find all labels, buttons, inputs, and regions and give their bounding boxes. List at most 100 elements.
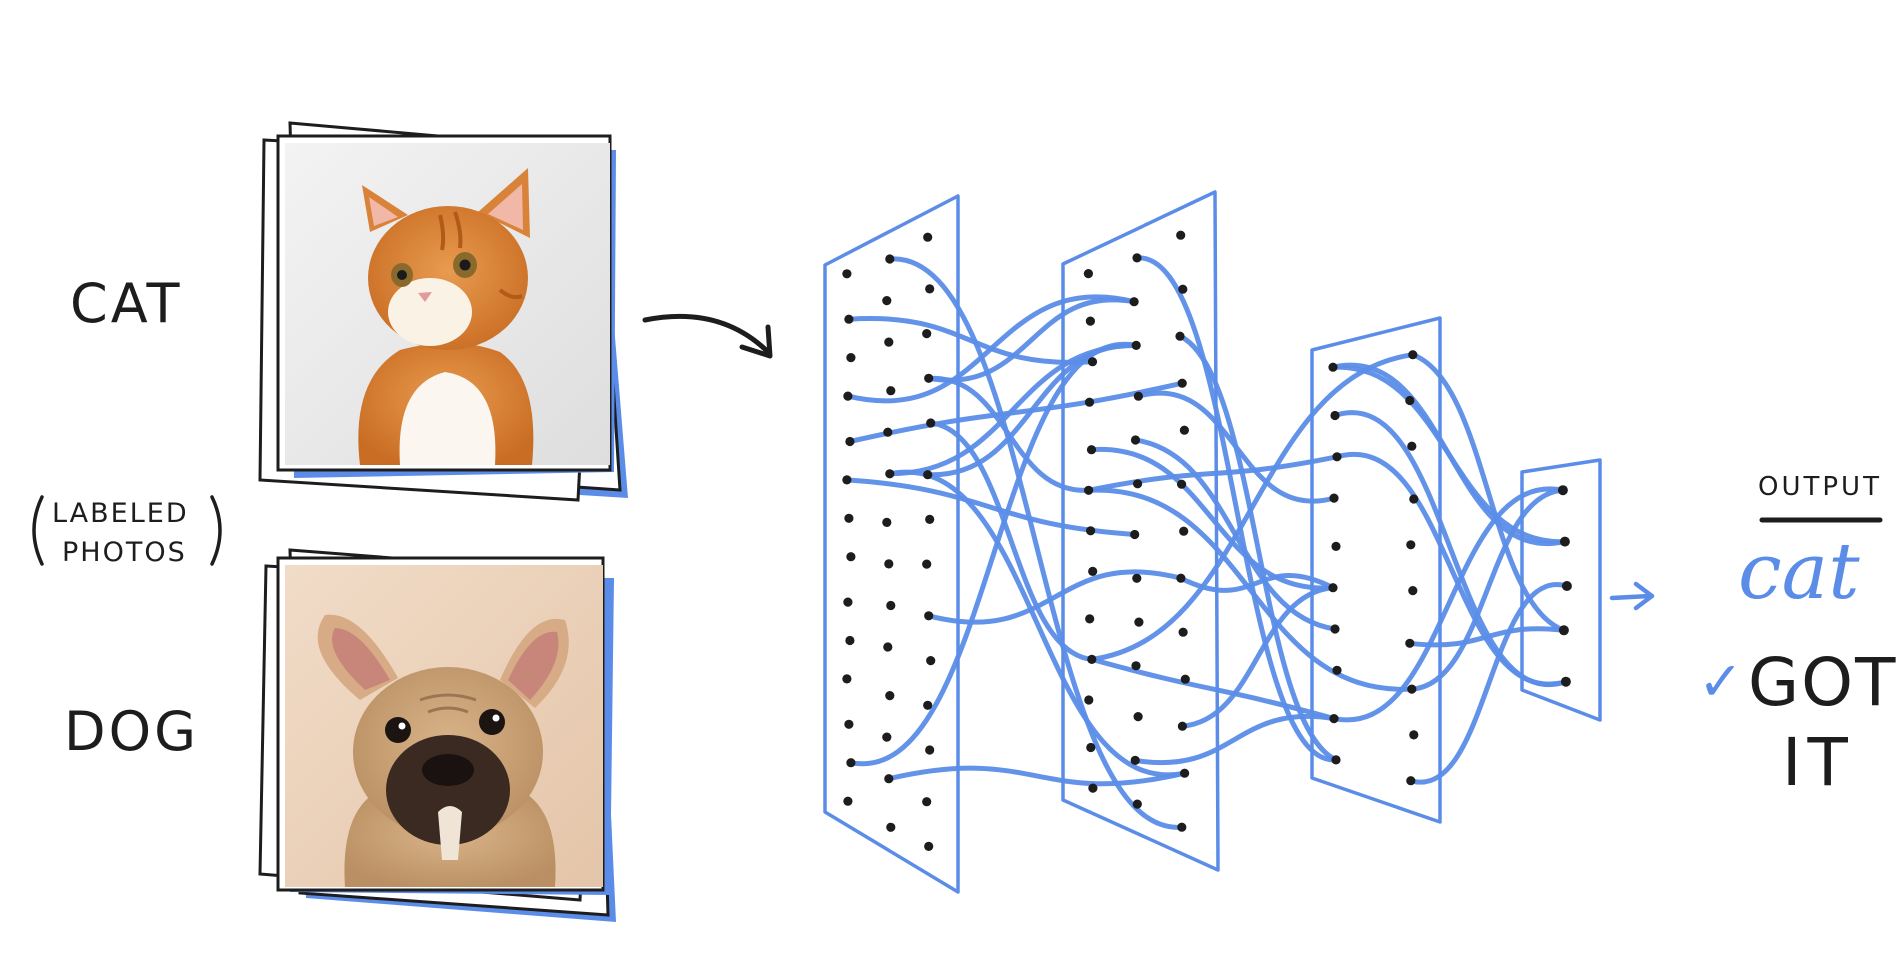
neuron-dot [1133, 712, 1143, 722]
neuron-dot [1330, 410, 1340, 421]
neuron-dot [845, 635, 855, 646]
hidden-layer-1-panel [1061, 190, 1220, 872]
neuron-dot [924, 373, 934, 383]
neuron-dot [924, 841, 934, 852]
neuron-dot [1178, 627, 1188, 637]
it-label: IT [1782, 724, 1854, 801]
neuron-dot [1084, 485, 1094, 495]
connection-line [1134, 255, 1339, 763]
neuron-dot [1561, 581, 1572, 591]
connection-line [848, 341, 1139, 767]
neuron-dot [846, 552, 856, 562]
neuron-dot [1177, 479, 1187, 489]
neuron-dot [1332, 452, 1342, 462]
output-arrow [1609, 581, 1655, 611]
neuron-dot [883, 642, 893, 652]
neuron-dot [842, 475, 852, 485]
neuron-dot [1331, 541, 1341, 552]
dog-label: DOG [64, 700, 199, 763]
neuron-dot [1329, 493, 1339, 503]
neuron-dot [1132, 573, 1142, 583]
neuron-dot [844, 719, 854, 729]
input-layer-panel [823, 194, 960, 894]
connection-line [844, 477, 1138, 537]
neuron-dot [1132, 253, 1142, 263]
neuron-dot [1407, 684, 1417, 694]
neuron-dot [1131, 661, 1141, 671]
neuron-dot [1409, 494, 1419, 504]
connection-line [1089, 447, 1336, 591]
neuron-dot [886, 822, 896, 832]
neuron-dot [1086, 526, 1096, 536]
neuron-dot [1405, 638, 1415, 648]
neuron-dot [1130, 435, 1141, 445]
input-arrow [642, 313, 773, 359]
neuron-dot [1559, 536, 1570, 547]
connection-line [1178, 573, 1336, 593]
network-connections [844, 255, 1570, 830]
connection-line [1408, 582, 1570, 785]
neuron-dot [1177, 721, 1187, 731]
dog-photo [285, 565, 603, 887]
neuron-dot [1134, 617, 1144, 627]
neuron-dot [1084, 695, 1094, 705]
neuron-dot [843, 391, 853, 401]
neuron-dot [922, 797, 932, 807]
neuron-dot [883, 427, 893, 437]
neuron-dot [1329, 714, 1339, 724]
connection-line [926, 297, 1137, 383]
connection-line [1086, 487, 1415, 692]
neuron-dot [1409, 730, 1419, 740]
connection-line [1086, 454, 1340, 493]
neuron-dot [1406, 776, 1416, 786]
neuron-dot [842, 674, 852, 684]
neuron-dot [1084, 397, 1095, 407]
neuron-dot [925, 284, 935, 294]
cat-photo [285, 143, 610, 465]
neuron-dot [1177, 822, 1187, 832]
neuron-dot [886, 386, 896, 396]
neuron-dot [882, 732, 892, 742]
neuron-dot [923, 700, 933, 710]
left-paren [32, 495, 44, 566]
neuron-dot [1129, 297, 1139, 307]
neuron-dot [884, 774, 894, 784]
output-layer-panel [1520, 458, 1602, 722]
connection-line [1179, 585, 1336, 729]
neuron-dot [926, 656, 936, 666]
connection-line [1331, 486, 1566, 723]
neuron-dot [922, 329, 932, 339]
neuron-dot [924, 611, 934, 621]
network-layers [823, 190, 1602, 894]
neuron-dot [1407, 441, 1417, 451]
neuron-dot [1332, 665, 1342, 675]
neuron-dot [1331, 755, 1341, 765]
neuron-dot [923, 232, 933, 242]
neuron-dot [885, 254, 895, 264]
neuron-dot [882, 517, 892, 528]
neuron-dot [1180, 674, 1190, 684]
check-icon: ✓ [1698, 650, 1743, 713]
dog-photo-stack [258, 548, 616, 922]
connection-line [846, 315, 1095, 365]
neuron-dot [926, 418, 936, 428]
neuron-dot [1133, 479, 1143, 489]
connection-line [887, 469, 1188, 778]
neuron-dot [1176, 230, 1186, 240]
neuron-dot [844, 513, 854, 523]
neuron-dot [1085, 316, 1095, 326]
neuron-dot [1179, 425, 1189, 435]
neuron-dot [925, 514, 935, 525]
connection-line [886, 765, 1188, 787]
neuron-dot [1177, 378, 1187, 388]
neuron-dot [1086, 445, 1097, 455]
labeled-label: LABELED [52, 498, 189, 529]
neuron-dot [1176, 573, 1186, 583]
output-header: OUTPUT [1758, 472, 1882, 502]
neuron-dot [1180, 768, 1190, 778]
neuron-dot [925, 745, 935, 755]
connection-line [887, 256, 1185, 830]
neuron-dot [1088, 566, 1098, 577]
neuron-dot [843, 796, 853, 806]
neuron-dot [1178, 284, 1188, 294]
